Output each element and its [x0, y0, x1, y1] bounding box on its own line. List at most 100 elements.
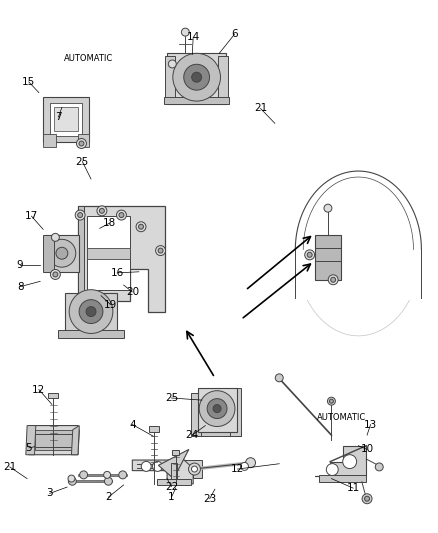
Text: 10: 10 [360, 445, 374, 455]
Circle shape [104, 471, 110, 478]
Text: 7: 7 [55, 112, 62, 122]
Polygon shape [165, 56, 175, 101]
Text: 8: 8 [17, 281, 24, 292]
Text: AUTOMATIC: AUTOMATIC [317, 413, 367, 422]
Polygon shape [172, 450, 179, 455]
Text: 16: 16 [110, 268, 124, 278]
Polygon shape [230, 389, 241, 436]
Text: 21: 21 [3, 462, 16, 472]
Circle shape [324, 204, 332, 212]
Polygon shape [48, 393, 58, 398]
Circle shape [97, 206, 107, 216]
Circle shape [104, 477, 113, 485]
Circle shape [56, 247, 68, 259]
Polygon shape [46, 235, 79, 272]
Text: 12: 12 [32, 384, 46, 394]
Circle shape [184, 64, 209, 90]
Text: 2: 2 [105, 492, 112, 502]
Circle shape [173, 53, 220, 101]
Text: 1: 1 [168, 492, 175, 502]
Circle shape [213, 405, 221, 413]
Circle shape [99, 208, 104, 213]
Text: 15: 15 [22, 77, 35, 87]
Polygon shape [50, 103, 82, 135]
Circle shape [77, 139, 86, 149]
Polygon shape [218, 56, 228, 101]
Circle shape [191, 466, 198, 472]
Polygon shape [132, 460, 193, 484]
Polygon shape [35, 430, 73, 450]
Circle shape [86, 306, 96, 317]
Circle shape [326, 464, 338, 475]
Circle shape [364, 496, 370, 501]
Text: 13: 13 [364, 419, 377, 430]
Text: 14: 14 [187, 33, 200, 43]
Text: 12: 12 [231, 464, 244, 474]
Polygon shape [193, 428, 241, 436]
Text: 11: 11 [346, 483, 360, 493]
Polygon shape [26, 425, 36, 455]
Circle shape [207, 399, 227, 418]
Circle shape [119, 213, 124, 217]
Polygon shape [149, 425, 159, 432]
Polygon shape [27, 425, 79, 455]
Circle shape [192, 72, 201, 82]
Text: 22: 22 [165, 481, 178, 491]
Circle shape [68, 475, 75, 482]
Circle shape [79, 300, 103, 324]
Polygon shape [184, 460, 202, 468]
Circle shape [68, 477, 76, 485]
Circle shape [51, 233, 59, 241]
Circle shape [75, 210, 85, 220]
Polygon shape [78, 206, 85, 301]
Polygon shape [43, 134, 56, 147]
Circle shape [136, 222, 146, 232]
Text: 5: 5 [25, 443, 32, 453]
Polygon shape [71, 425, 79, 455]
Text: 21: 21 [254, 103, 267, 114]
Polygon shape [157, 479, 191, 485]
Circle shape [48, 239, 76, 267]
Circle shape [343, 455, 357, 469]
Circle shape [141, 462, 151, 471]
Polygon shape [43, 235, 54, 272]
Circle shape [119, 471, 127, 479]
Polygon shape [54, 108, 78, 131]
Circle shape [246, 458, 255, 467]
Text: 17: 17 [25, 211, 38, 221]
Polygon shape [43, 97, 89, 142]
Circle shape [53, 272, 58, 277]
Circle shape [117, 210, 127, 220]
Circle shape [80, 471, 88, 479]
Circle shape [328, 275, 338, 285]
Circle shape [331, 277, 336, 282]
Text: 25: 25 [165, 393, 178, 403]
Polygon shape [78, 134, 89, 147]
Circle shape [78, 213, 83, 217]
Text: 9: 9 [17, 261, 24, 270]
Polygon shape [78, 206, 165, 312]
Circle shape [329, 399, 333, 403]
Text: 18: 18 [103, 218, 117, 228]
Text: 23: 23 [203, 494, 216, 504]
Text: 3: 3 [46, 488, 53, 498]
Circle shape [168, 60, 176, 68]
Circle shape [307, 252, 312, 257]
Circle shape [305, 250, 314, 260]
Circle shape [50, 270, 60, 279]
Circle shape [199, 391, 235, 426]
Circle shape [375, 463, 383, 471]
Circle shape [158, 248, 163, 253]
Circle shape [240, 463, 248, 471]
Polygon shape [319, 475, 366, 482]
Text: 20: 20 [126, 287, 139, 297]
Text: 19: 19 [104, 300, 117, 310]
Circle shape [181, 28, 189, 36]
Circle shape [152, 462, 162, 471]
Circle shape [155, 246, 166, 255]
Text: 25: 25 [76, 157, 89, 166]
Text: 4: 4 [129, 419, 136, 430]
Polygon shape [191, 393, 201, 436]
Polygon shape [193, 468, 202, 478]
Polygon shape [315, 235, 341, 280]
